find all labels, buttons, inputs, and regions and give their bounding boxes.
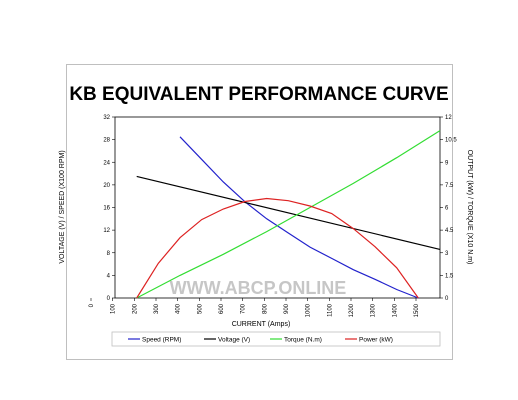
x-tick-label: 1500 — [414, 303, 420, 317]
series-line-power-kw — [136, 197, 419, 299]
right-axis-ticks: 0 1.5 3 4.5 6 7.5 9 10.5 12 — [440, 115, 457, 302]
x-tick-label: 300 — [154, 303, 160, 314]
left-tick-label: 4 — [107, 273, 111, 279]
x-tick-label: 700 — [241, 303, 247, 314]
left-tick-label: 16 — [103, 206, 110, 212]
right-tick-label: 10.5 — [445, 138, 457, 144]
x-tick-label: 1400 — [392, 303, 398, 317]
right-axis-label: OUTPUT (kW) / TORQUE (X10 N.m) — [466, 150, 473, 265]
x-axis-ticks: 0 100 200 300 400 500 600 700 800 900 1000 1100 1200… — [89, 298, 420, 317]
x-tick-label: 1300 — [371, 303, 377, 317]
right-tick-label: 6 — [445, 206, 449, 212]
left-axis-ticks: 0 4 8 12 16 20 24 28 32 — [103, 115, 115, 302]
left-tick-label: 28 — [103, 138, 110, 144]
series-line-torque-n-m — [136, 130, 441, 299]
watermark: WWW.ABCP.ONLINE — [170, 278, 347, 298]
legend: Speed (RPM) Voltage (V) Torque (N.m) Power … — [111, 331, 441, 347]
x-tick-label: 600 — [219, 303, 225, 314]
legend-label: Voltage (V) — [218, 337, 250, 344]
plot-border — [114, 116, 441, 299]
right-tick-label: 7.5 — [445, 183, 454, 189]
left-tick-label: 32 — [103, 115, 110, 121]
left-tick-label: 20 — [103, 183, 110, 189]
legend-label: Torque (N.m) — [284, 337, 322, 344]
right-tick-label: 4.5 — [445, 228, 454, 234]
plot-area — [114, 116, 441, 299]
chart-title: KB EQUIVALENT PERFORMANCE CURVE — [69, 84, 449, 105]
legend-label: Speed (RPM) — [142, 337, 181, 344]
x-tick-label: 200 — [132, 303, 138, 314]
legend-label: Power (kW) — [359, 337, 393, 344]
right-tick-label: 1.5 — [445, 273, 454, 279]
right-tick-label: 0 — [445, 296, 449, 302]
x-tick-label: 1200 — [349, 303, 355, 317]
left-axis-label: VOLTAGE (V) / SPEED (X100 RPM) — [59, 150, 66, 263]
x-axis-label: CURRENT (Amps) — [232, 321, 291, 328]
left-tick-label: 24 — [103, 160, 110, 166]
x-tick-label: 400 — [176, 303, 182, 314]
left-tick-label: 0 — [107, 296, 111, 302]
x-tick-label: 900 — [284, 303, 290, 314]
x-tick-label: 1000 — [306, 303, 312, 317]
right-tick-label: 3 — [445, 251, 449, 257]
series-layer — [136, 130, 441, 299]
x-tick-label: 1100 — [327, 303, 333, 317]
series-line-speed-rpm — [179, 136, 419, 299]
series-line-voltage-v — [136, 175, 441, 250]
x-tick-label: 500 — [197, 303, 203, 314]
x-tick-label: 0 — [89, 303, 95, 307]
left-tick-label: 12 — [103, 228, 110, 234]
right-tick-label: 12 — [445, 115, 452, 121]
x-tick-label: 800 — [262, 303, 268, 314]
right-tick-label: 9 — [445, 160, 449, 166]
x-tick-label: 100 — [111, 303, 117, 314]
left-tick-label: 8 — [107, 251, 111, 257]
